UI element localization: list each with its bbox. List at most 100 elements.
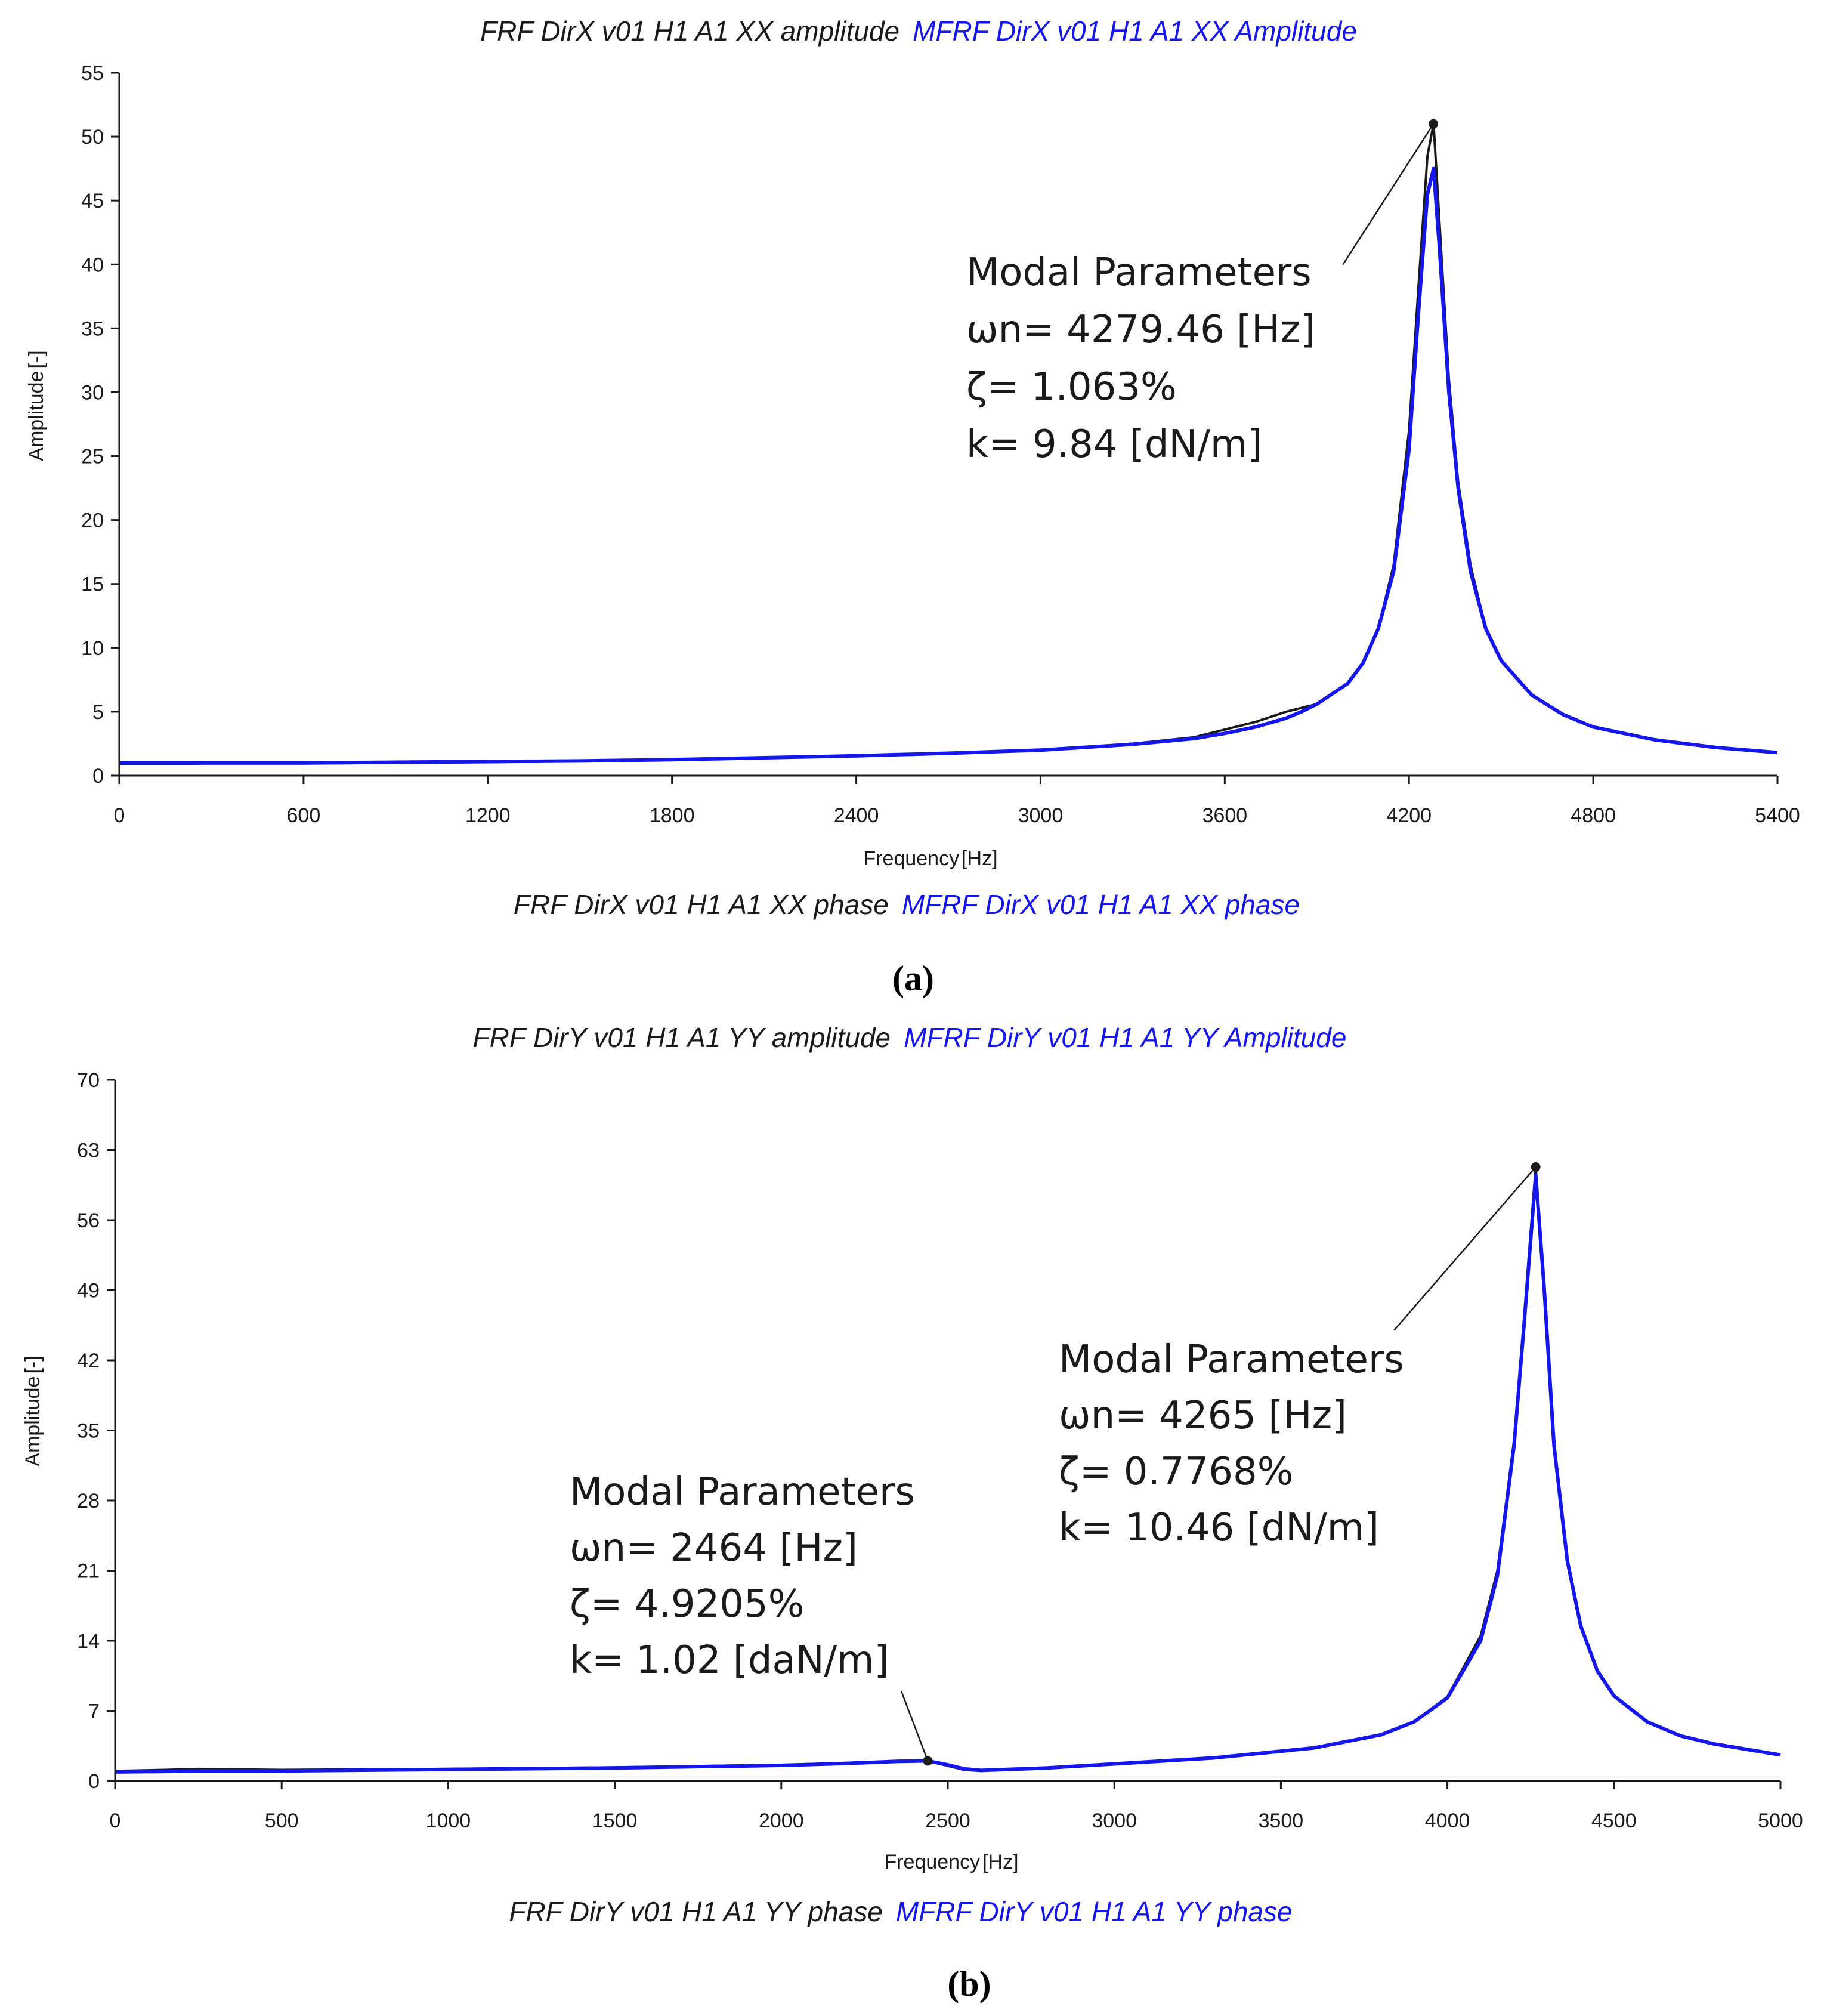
chart-a-series-model: [119, 166, 1778, 765]
chart-a-y-tick-label: 15: [81, 573, 104, 596]
chart-b-annotation-line: k= 10.46 [dN/m]: [1059, 1506, 1379, 1550]
chart-b-bottom-legend: FRF DirY v01 H1 A1 YY phase MFRF DirY v01…: [509, 1896, 1292, 1927]
chart-a-y-tick-label: 45: [81, 190, 104, 212]
chart-a-top-legend: FRF DirX v01 H1 A1 XX amplitude MFRF DirX…: [480, 16, 1357, 47]
chart-b-y-tick-label: 28: [77, 1490, 100, 1512]
chart-b-y-tick-label: 56: [77, 1209, 100, 1232]
chart-a-y-tick-label: 25: [81, 446, 104, 468]
chart-b-plot-area: 0 7 14 21 28 35 42 49 56 63 70 0 500 1000 1500 2000 2500…: [77, 1069, 1803, 1832]
chart-b-x-tick-label: 1000: [426, 1810, 471, 1832]
chart-b-x-tick-label: 3000: [1092, 1810, 1137, 1832]
chart-b-x-tick-label: 4500: [1591, 1810, 1637, 1832]
chart-b-legend-measured-phase: FRF DirY v01 H1 A1 YY phase: [509, 1896, 882, 1927]
chart-a-x-tick-label: 5400: [1755, 804, 1800, 827]
chart-a-y-tick-label: 0: [92, 765, 104, 788]
chart-a-x-unit: Hz: [967, 847, 993, 870]
chart-a-x-unit-close: ]: [992, 847, 997, 870]
chart-b-y-axis-title: Amplitude [-]: [21, 1356, 44, 1466]
chart-a-x-tick-label: 4800: [1571, 804, 1616, 827]
chart-b-y-tick-label: 49: [77, 1280, 100, 1302]
chart-b-y-tick-label: 7: [88, 1700, 100, 1723]
chart-b-y-unit: -: [21, 1362, 44, 1368]
chart-a-x-tick-label: 3600: [1202, 804, 1248, 827]
chart-b-x-tick-label: 5000: [1758, 1810, 1803, 1832]
chart-b-x-tick-label: 2500: [925, 1810, 970, 1832]
chart-b: FRF DirY v01 H1 A1 YY amplitude MFRF DirY…: [21, 1022, 1803, 2003]
chart-b-x-unit-close: ]: [1013, 1851, 1018, 1873]
chart-a-x-axis-title: Frequency [Hz]: [863, 847, 997, 870]
chart-b-x-unit-open: [: [982, 1851, 988, 1873]
chart-b-y-tick-label: 63: [77, 1140, 100, 1162]
chart-a-x-tick-label: 4200: [1386, 804, 1432, 827]
chart-b-y-tick-label: 70: [77, 1069, 100, 1092]
chart-b-x-axis-title: Frequency [Hz]: [884, 1851, 1018, 1873]
chart-b-x-tick-label: 2000: [759, 1810, 804, 1832]
chart-b-legend-model-amplitude: MFRF DirY v01 H1 A1 YY Amplitude: [904, 1022, 1346, 1053]
chart-a-legend-measured-amplitude: FRF DirX v01 H1 A1 XX amplitude: [480, 16, 899, 47]
chart-a-y-tick-label: 5: [92, 701, 104, 724]
chart-a-panel-label: (a): [892, 959, 934, 998]
chart-a-x-tick-label: 3000: [1018, 804, 1064, 827]
chart-b-annotation-leader: [900, 1690, 929, 1761]
chart-a-x-unit-open: [: [962, 847, 967, 870]
chart-b-legend-model-phase: MFRF DirY v01 H1 A1 YY phase: [896, 1896, 1293, 1927]
chart-a-y-tick-label: 30: [81, 381, 104, 404]
chart-b-y-label: Amplitude: [21, 1376, 44, 1467]
chart-b-x-unit: Hz: [988, 1851, 1013, 1873]
chart-a-plot-area: 0 5 10 15 20 25 30 35 40 45 50 55 0 600 1200 1800 2400 30…: [81, 62, 1800, 827]
chart-b-y-tick-label: 42: [77, 1350, 100, 1372]
chart-a-x-tick-label: 1800: [650, 804, 695, 827]
chart-b-annotation-line: ζ= 4.9205%: [570, 1582, 805, 1626]
chart-b-annotation-line: ωn= 4265 [Hz]: [1059, 1394, 1347, 1438]
chart-a-bottom-legend: FRF DirX v01 H1 A1 XX phase MFRF DirX v01…: [514, 889, 1300, 920]
chart-b-x-tick-label: 1500: [592, 1810, 638, 1832]
chart-a-y-tick-label: 40: [81, 254, 104, 276]
chart-b-panel-label: (b): [947, 1964, 991, 2003]
chart-b-annotation-line: ωn= 2464 [Hz]: [570, 1526, 858, 1570]
chart-b-annotation-marker: [923, 1756, 933, 1766]
chart-a-legend-model-amplitude: MFRF DirX v01 H1 A1 XX Amplitude: [913, 16, 1357, 47]
chart-a-annotation-line: ωn= 4279.46 [Hz]: [966, 308, 1315, 352]
chart-a: FRF DirX v01 H1 A1 XX amplitude MFRF DirX…: [25, 16, 1800, 998]
chart-b-annotation-line: Modal Parameters: [570, 1470, 915, 1514]
chart-b-x-tick-label: 0: [110, 1810, 121, 1832]
chart-a-annotation-marker: [1429, 119, 1439, 129]
chart-b-y-unit-close: ]: [21, 1356, 44, 1361]
chart-a-y-tick-label: 35: [81, 317, 104, 340]
chart-b-annotation-leader: [1393, 1166, 1537, 1331]
chart-b-y-unit-open: [: [21, 1368, 44, 1374]
chart-a-x-label: Frequency: [863, 847, 959, 870]
chart-a-y-unit-close: ]: [25, 350, 48, 356]
chart-a-annotation-line: Modal Parameters: [966, 251, 1312, 295]
chart-a-x-tick-label: 600: [287, 804, 321, 827]
chart-a-series-measured: [119, 122, 1778, 765]
chart-b-legend-measured-amplitude: FRF DirY v01 H1 A1 YY amplitude: [473, 1022, 891, 1053]
chart-b-top-legend: FRF DirY v01 H1 A1 YY amplitude MFRF DirY…: [473, 1022, 1347, 1053]
chart-a-y-label: Amplitude: [25, 371, 48, 461]
chart-b-x-tick-label: 500: [265, 1810, 299, 1832]
chart-a-y-unit-open: [: [25, 363, 48, 369]
chart-b-annotation-marker: [1531, 1162, 1541, 1172]
chart-b-annotation-line: ζ= 0.7768%: [1059, 1450, 1294, 1494]
chart-a-annotation-line: ζ= 1.063%: [966, 365, 1177, 409]
chart-b-series-model: [115, 1173, 1781, 1774]
chart-a-legend-model-phase: MFRF DirX v01 H1 A1 XX phase: [902, 889, 1300, 920]
chart-b-x-tick-label: 4000: [1425, 1810, 1470, 1832]
chart-b-annotation-line: k= 1.02 [daN/m]: [570, 1638, 889, 1682]
chart-a-y-tick-label: 20: [81, 510, 104, 532]
chart-a-x-tick-label: 1200: [465, 804, 511, 827]
chart-b-annotation-line: Modal Parameters: [1059, 1338, 1404, 1382]
chart-a-y-axis-title: Amplitude [-]: [25, 350, 48, 461]
chart-a-y-tick-label: 10: [81, 637, 104, 660]
chart-a-x-tick-label: 2400: [834, 804, 879, 827]
chart-b-y-tick-label: 35: [77, 1420, 100, 1443]
chart-a-annotation-leader: [1342, 123, 1435, 265]
chart-a-x-tick-label: 0: [114, 804, 125, 827]
chart-b-x-label: Frequency: [884, 1851, 980, 1873]
chart-b-y-tick-label: 0: [88, 1770, 100, 1793]
chart-a-y-unit: -: [25, 356, 48, 363]
chart-a-y-tick-label: 55: [81, 62, 104, 85]
chart-b-y-tick-label: 14: [77, 1630, 100, 1653]
chart-a-annotation-line: k= 9.84 [dN/m]: [966, 422, 1262, 467]
